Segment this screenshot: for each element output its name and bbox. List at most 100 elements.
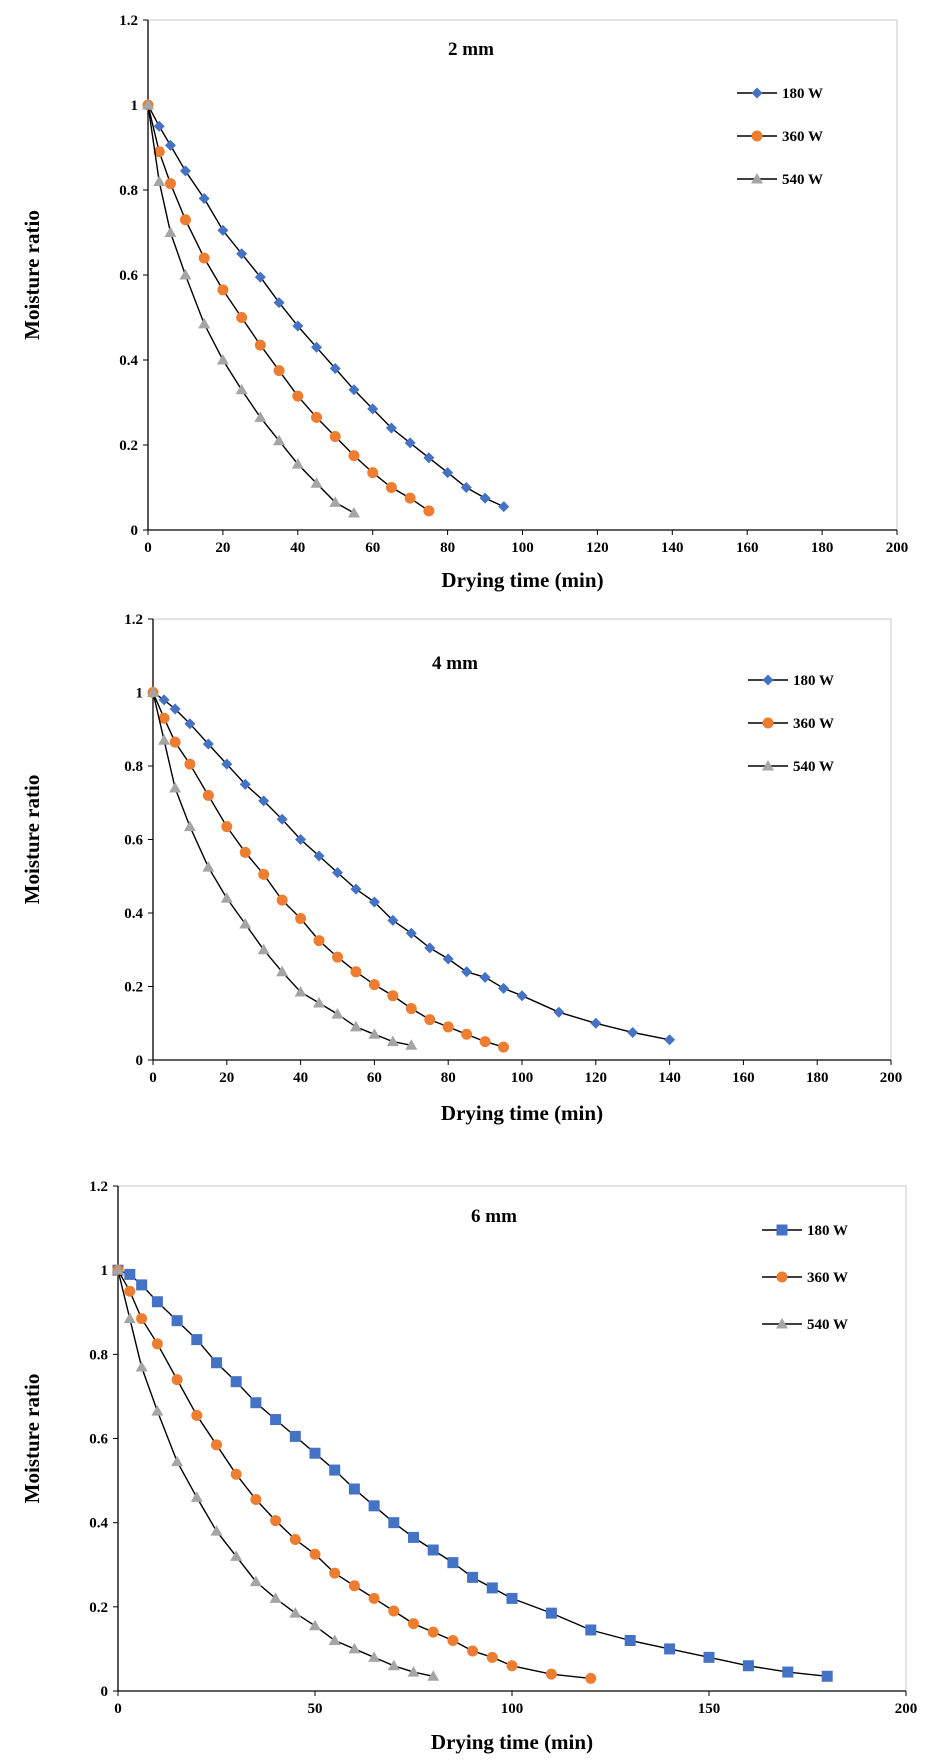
data-point <box>590 1017 602 1029</box>
legend-entry: 180 W <box>762 1223 848 1239</box>
x-tick-label: 60 <box>367 1070 382 1086</box>
series-line <box>147 104 355 514</box>
series-line <box>152 691 670 1041</box>
data-point <box>210 1525 223 1536</box>
legend-entry: 540 W <box>737 172 823 188</box>
plot-area <box>117 1185 907 1692</box>
x-tick-label: 100 <box>501 1701 524 1717</box>
data-point <box>329 1567 341 1579</box>
legend-entry: 360 W <box>762 1270 848 1286</box>
data-point <box>447 1635 459 1646</box>
data-point <box>408 1531 419 1543</box>
data-point <box>350 966 362 978</box>
x-axis-title: Drying time (min) <box>431 1730 593 1754</box>
data-point <box>254 339 266 351</box>
data-point <box>387 990 399 1002</box>
series-360-w <box>147 687 510 1053</box>
data-point <box>153 146 165 158</box>
x-tick-label: 140 <box>658 1070 681 1086</box>
data-point <box>250 1494 262 1506</box>
data-point <box>313 850 325 862</box>
y-tick-label: 0.4 <box>124 906 143 922</box>
data-point <box>151 1338 163 1350</box>
y-tick-label: 0.2 <box>119 438 138 454</box>
data-point <box>158 712 170 724</box>
data-point <box>124 1285 136 1297</box>
data-point <box>385 422 397 434</box>
data-point <box>388 1605 400 1617</box>
data-point <box>627 1026 639 1038</box>
data-point <box>171 1374 183 1386</box>
legend-label: 360 W <box>807 1270 848 1286</box>
data-point <box>368 979 380 991</box>
data-point <box>211 1357 222 1369</box>
data-point <box>461 966 473 978</box>
data-point <box>171 1315 183 1327</box>
data-point <box>202 738 214 750</box>
data-point <box>276 965 289 977</box>
data-point <box>136 1313 148 1325</box>
panel-title: 6 mm <box>471 1206 517 1227</box>
data-point <box>179 165 191 177</box>
data-point <box>331 1008 344 1019</box>
y-tick-label: 0.8 <box>89 1347 108 1363</box>
x-tick-label: 0 <box>114 1701 122 1717</box>
x-tick-label: 40 <box>293 1070 308 1086</box>
y-axis-title: Moisture ratio <box>20 210 44 340</box>
y-tick-label: 1 <box>131 98 139 114</box>
data-point <box>123 1312 136 1324</box>
data-point <box>230 1376 242 1388</box>
series-line <box>117 1270 434 1677</box>
y-tick-label: 0.4 <box>119 353 138 369</box>
data-point <box>350 883 362 895</box>
data-point <box>211 1439 222 1451</box>
data-point <box>254 411 267 422</box>
series-line <box>117 1269 828 1677</box>
data-point <box>216 354 229 365</box>
series-180-w <box>147 687 676 1046</box>
data-point <box>821 1670 833 1682</box>
data-point <box>258 868 270 880</box>
data-point <box>183 820 196 832</box>
data-point <box>328 1634 341 1645</box>
data-point <box>198 317 211 329</box>
data-point <box>447 1557 459 1569</box>
data-point <box>329 496 342 507</box>
data-point <box>236 312 248 323</box>
series-line <box>147 104 505 508</box>
data-point <box>442 467 454 479</box>
data-point <box>270 1414 282 1426</box>
data-point <box>309 1619 321 1631</box>
x-tick-label: 200 <box>886 540 909 556</box>
legend-entry: 360 W <box>737 129 823 145</box>
data-point <box>151 1405 164 1416</box>
data-point <box>404 492 416 504</box>
legend-label: 180 W <box>793 673 834 689</box>
data-point <box>367 403 379 415</box>
data-point <box>147 686 159 697</box>
data-point <box>164 226 177 237</box>
data-point <box>311 341 323 353</box>
y-tick-label: 0.2 <box>124 980 143 996</box>
data-point <box>309 1548 321 1560</box>
data-point <box>292 320 304 332</box>
data-point <box>348 450 360 462</box>
legend-marker <box>762 760 774 771</box>
x-tick-label: 100 <box>511 540 534 556</box>
data-point <box>424 1014 436 1026</box>
data-point <box>664 1643 676 1655</box>
y-tick-label: 0.6 <box>124 833 143 849</box>
x-axis-title: Drying time (min) <box>441 1101 603 1125</box>
data-point <box>309 1447 321 1459</box>
data-point <box>198 252 210 264</box>
legend-entry: 360 W <box>748 716 834 732</box>
data-point <box>367 467 379 479</box>
data-point <box>294 986 307 997</box>
data-point <box>332 951 343 963</box>
data-point <box>250 1397 262 1409</box>
data-point <box>405 927 417 939</box>
chart-panel-3: 0 0.2 0.4 0.6 0.8 1 1.2 0 50 100 150 200 Drying time… <box>20 1179 917 1754</box>
data-point <box>585 1624 597 1636</box>
legend-marker <box>776 1318 788 1329</box>
data-point <box>269 1592 282 1603</box>
